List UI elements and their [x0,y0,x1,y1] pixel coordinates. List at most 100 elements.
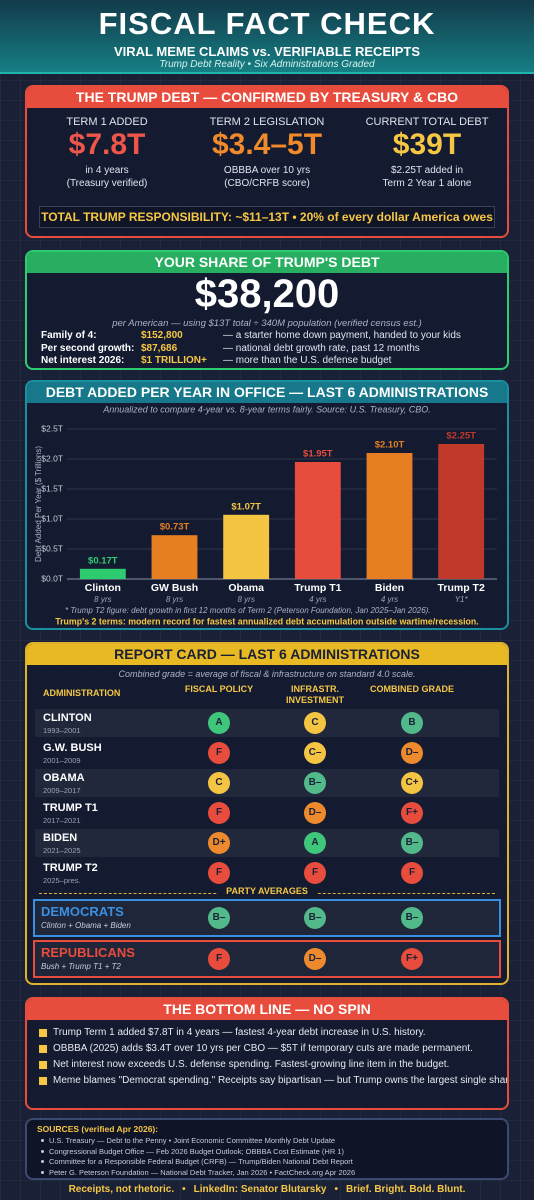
column-note: OBBBA over 10 yrs [223,165,311,176]
column-label: TERM 1 ADDED [66,116,148,128]
column-note: (Treasury verified) [66,178,148,189]
bar [223,514,270,579]
column-note: $2.25T added in [390,165,464,176]
source-item: U.S. Treasury — Debt to the Penny • Join… [49,1136,336,1145]
party-name: REPUBLICANS [41,945,135,960]
grade-badge: B– [401,832,423,854]
row-bg [35,769,499,797]
grade-badge: D– [304,802,326,824]
chart-note: Trump's 2 terms: modern record for faste… [55,616,478,626]
title: FISCAL FACT CHECK [98,6,436,41]
admin-years: 1993–2001 [43,726,81,735]
x-tick-note: Y1* [455,595,469,604]
row-label: Net interest 2026: [41,355,125,366]
party-box [33,940,501,978]
row-desc: — a starter home down payment, handed to… [223,330,461,341]
bullet-text: Net interest now exceeds U.S. defense sp… [53,1059,450,1070]
report-panel: REPORT CARD — LAST 6 ADMINISTRATIONS Com… [25,642,509,985]
chart-panel: DEBT ADDED PER YEAR IN OFFICE — LAST 6 A… [25,380,509,630]
footer-item: Receipts, not rhetoric. [68,1184,175,1195]
share-amount: $38,200 [194,272,340,316]
source-dot [41,1149,44,1153]
party-name: DEMOCRATS [41,904,124,919]
bar [79,568,126,579]
grade-badge: F [208,862,230,884]
admin-name: TRUMP T2 [43,862,98,874]
bullet-icon [39,1045,47,1053]
party-members: Bush + Trump T1 + T2 [41,962,121,971]
column-label: CURRENT TOTAL DEBT [365,116,489,128]
party-members: Clinton + Obama + Biden [41,921,131,930]
share-subtitle: per American — using $13T total ÷ 340M p… [112,318,422,329]
row-value: $87,686 [141,342,178,354]
separator: • [334,1184,338,1195]
total-line: TOTAL TRUMP RESPONSIBILITY: ~$11–13T • 2… [39,206,495,228]
column-note: Term 2 Year 1 alone [382,178,472,189]
column-label: TERM 2 LEGISLATION [209,116,325,128]
x-tick-note: 8 yrs [237,595,254,604]
bullet-text: Trump Term 1 added $7.8T in 4 years — fa… [53,1027,426,1038]
panel-title: YOUR SHARE OF TRUMP'S DEBT [27,252,507,273]
bullet-icon [39,1061,47,1069]
grade-badge: F [208,948,230,970]
row-bg [35,799,499,827]
grade-badge: B– [304,772,326,794]
row-bg [35,709,499,737]
value-label: $2.10T [375,440,405,451]
admin-name: G.W. BUSH [43,742,102,754]
value-label: $1.07T [231,501,261,512]
admin-years: 2009–2017 [43,786,81,795]
row-label: Family of 4: [41,330,97,341]
grade-badge: B– [401,907,423,929]
grade-badge: B– [304,907,326,929]
share-panel: YOUR SHARE OF TRUMP'S DEBT $38,200 per A… [25,250,509,370]
bar [438,444,485,579]
source-dot [41,1139,44,1142]
row-label: Per second growth: [41,342,135,354]
source-item: Congressional Budget Office — Feb 2026 B… [49,1146,345,1156]
row-bg [35,859,499,887]
admin-name: OBAMA [43,772,85,784]
column-note: (CBO/CRFB score) [224,178,310,189]
y-tick-label: $2.5T [41,423,63,433]
admin-years: 2017–2021 [43,816,81,825]
value-label: $2.25T [446,431,476,442]
grade-badge: B– [208,907,230,929]
row-bg [35,829,499,857]
chart: Annualized to compare 4-year vs. 8-year … [34,404,497,626]
header: FISCAL FACT CHECK VIRAL MEME CLAIMS vs. … [0,0,534,74]
bottom-panel: THE BOTTOM LINE — NO SPIN Trump Term 1 a… [25,997,509,1110]
column-header: INFRASTR. INVESTMENT [285,684,344,705]
bullet-icon [39,1077,47,1085]
grade-badge: D+ [208,832,230,854]
column-value: $7.8T [68,128,146,161]
x-tick-label: Obama [228,582,264,594]
grade-badge: F+ [401,802,423,824]
admin-years: 2021–2025 [43,846,81,855]
grade-badge: D– [304,948,326,970]
grade-badge: F+ [401,948,423,970]
y-axis-label: Debt Added Per Year ($ Trillions) [34,446,43,562]
admin-years: 2025–pres. [43,876,81,885]
grade-badge: B [401,712,423,734]
grade-badge: A [304,832,326,854]
source-item: Peter G. Peterson Foundation — National … [49,1167,356,1177]
y-tick-label: $0.5T [41,543,63,553]
source-dot [41,1170,44,1174]
row-desc: — national debt growth rate, past 12 mon… [223,342,420,354]
bar [151,535,198,579]
footer-item: LinkedIn: Senator Blutarsky [193,1184,327,1195]
bullet-icon [39,1029,47,1037]
panel-title: THE BOTTOM LINE — NO SPIN [27,999,507,1020]
admin-name: TRUMP T1 [43,802,98,814]
panel-title: THE TRUMP DEBT — CONFIRMED BY TREASURY &… [27,87,507,108]
y-tick-label: $1.5T [41,483,63,493]
grade-badge: F [304,862,326,884]
x-tick-label: Trump T2 [438,582,485,594]
row-value: $152,800 [141,330,183,341]
x-tick-label: Trump T1 [294,582,341,594]
column-header: ADMINISTRATION [43,688,121,698]
sources-panel: SOURCES (verified Apr 2026): U.S. Treasu… [25,1118,509,1180]
grade-badge: C+ [401,772,423,794]
